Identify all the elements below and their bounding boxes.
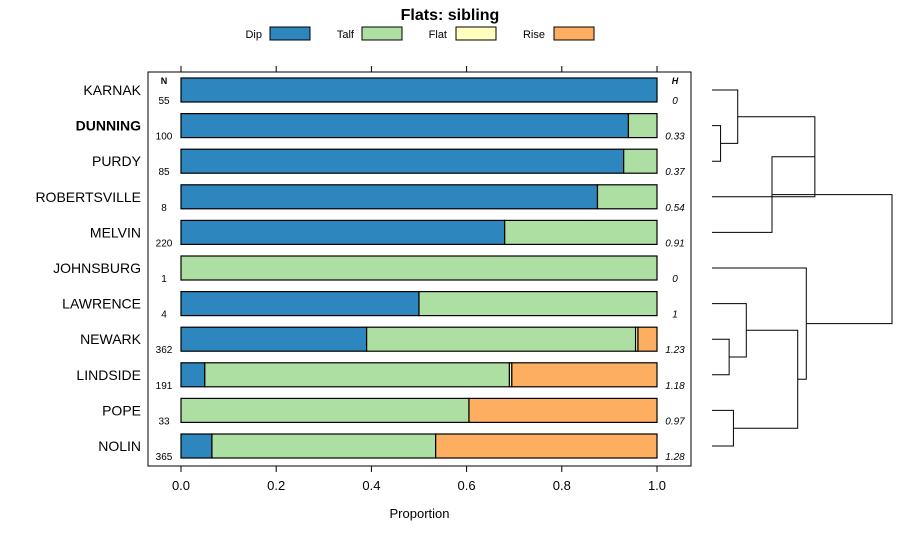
legend-swatch-rise xyxy=(553,26,595,41)
row-purdy: PURDY 85 0.37 xyxy=(92,148,685,178)
x-tick-label-4: 0.8 xyxy=(553,478,571,493)
row-label-johnsburg: JOHNSBURG xyxy=(53,260,141,276)
h-value-pope: 0.97 xyxy=(665,416,685,427)
bar-segment-lawrence-dip xyxy=(180,291,420,317)
bar-segment-nolin-rise xyxy=(435,433,658,459)
dendrogram-merge-1 xyxy=(712,89,739,144)
h-value-purdy: 0.37 xyxy=(665,167,685,178)
h-value-lindside: 1.18 xyxy=(665,381,685,392)
n-value-melvin: 220 xyxy=(156,238,173,249)
row-label-newark: NEWARK xyxy=(80,331,142,347)
bar-segment-johnsburg-talf xyxy=(180,255,658,281)
n-value-newark: 362 xyxy=(156,345,173,356)
row-lindside: LINDSIDE 191 1.18 xyxy=(76,362,685,392)
row-dunning: DUNNING 100 0.33 xyxy=(76,112,685,143)
row-label-pope: POPE xyxy=(102,402,141,418)
bar-segment-newark-dip xyxy=(180,326,368,352)
row-nolin: NOLIN 365 1.28 xyxy=(98,433,685,463)
n-value-lawrence: 4 xyxy=(161,310,167,321)
bar-segment-nolin-talf xyxy=(211,433,437,459)
row-label-melvin: MELVIN xyxy=(90,224,141,240)
row-robertsville: ROBERTSVILLE 8 0.54 xyxy=(35,184,685,214)
bar-segment-melvin-dip xyxy=(180,219,506,245)
plot-frame xyxy=(147,71,692,467)
dendrogram-merge-9 xyxy=(772,194,893,325)
dendrogram-merge-2 xyxy=(712,409,734,447)
row-label-lindside: LINDSIDE xyxy=(76,367,141,383)
bar-segment-purdy-dip xyxy=(180,148,625,174)
chart-title: Flats: sibling xyxy=(401,7,500,24)
bar-segment-melvin-talf xyxy=(504,219,658,245)
x-axis-title: Proportion xyxy=(390,506,450,521)
bar-segment-robertsville-dip xyxy=(180,184,599,210)
h-value-karnak: 0 xyxy=(672,96,678,107)
bar-segment-pope-rise xyxy=(468,397,658,423)
h-value-johnsburg: 0 xyxy=(672,274,678,285)
bar-segment-lindside-dip xyxy=(180,362,206,388)
x-tick-label-0: 0.0 xyxy=(172,478,190,493)
bar-segment-purdy-talf xyxy=(623,148,658,174)
row-pope: POPE 33 0.97 xyxy=(102,397,685,427)
row-label-karnak: KARNAK xyxy=(83,82,141,98)
bar-segment-newark-rise xyxy=(637,326,658,352)
bar-segment-newark-talf xyxy=(366,326,637,352)
x-tick-label-3: 0.6 xyxy=(458,478,476,493)
legend-swatch-talf xyxy=(361,26,403,41)
row-karnak: KARNAK 55 0 xyxy=(83,77,678,107)
legend-label-dip: Dip xyxy=(245,29,262,41)
n-value-dunning: 100 xyxy=(156,132,173,143)
legend: Dip Talf Flat Rise xyxy=(245,26,595,41)
row-label-nolin: NOLIN xyxy=(98,438,141,454)
bar-segment-robertsville-talf xyxy=(596,184,658,210)
legend-swatch-dip xyxy=(269,26,311,41)
n-value-robertsville: 8 xyxy=(161,203,167,214)
h-value-nolin: 1.28 xyxy=(665,452,685,463)
row-melvin: MELVIN 220 0.91 xyxy=(90,219,685,249)
bar-segment-nolin-dip xyxy=(180,433,213,459)
dendrogram-merge-3 xyxy=(712,338,730,376)
row-label-dunning: DUNNING xyxy=(76,118,141,134)
row-label-robertsville: ROBERTSVILLE xyxy=(35,189,141,205)
row-label-lawrence: LAWRENCE xyxy=(62,296,141,312)
bar-rows: KARNAK 55 0 DUNNING 100 0.33 PURDY 85 0.37 ROBERT… xyxy=(35,77,685,463)
x-axis: 0.0 0.2 0.4 0.6 0.8 1.0 xyxy=(172,66,666,493)
x-tick-label-5: 1.0 xyxy=(648,478,666,493)
n-value-johnsburg: 1 xyxy=(161,274,167,285)
row-label-purdy: PURDY xyxy=(92,153,142,169)
n-column-header: N xyxy=(161,76,168,86)
h-value-newark: 1.23 xyxy=(665,345,685,356)
bar-segment-lindside-rise xyxy=(511,362,658,388)
row-lawrence: LAWRENCE 4 1 xyxy=(62,291,678,321)
bar-segment-pope-talf xyxy=(180,397,470,423)
n-value-karnak: 55 xyxy=(158,96,170,107)
n-value-lindside: 191 xyxy=(156,381,173,392)
dendrogram-merge-5 xyxy=(733,329,799,429)
h-value-robertsville: 0.54 xyxy=(665,203,685,214)
x-tick-label-2: 0.4 xyxy=(362,478,380,493)
h-value-melvin: 0.91 xyxy=(665,238,684,249)
row-johnsburg: JOHNSBURG 1 0 xyxy=(53,255,678,285)
h-value-lawrence: 1 xyxy=(672,310,678,321)
n-value-pope: 33 xyxy=(158,416,170,427)
legend-label-flat: Flat xyxy=(429,29,447,41)
legend-swatch-flat xyxy=(455,26,497,41)
legend-label-rise: Rise xyxy=(523,29,545,41)
row-newark: NEWARK 362 1.23 xyxy=(80,326,685,356)
dendrogram-merge-0 xyxy=(712,125,722,162)
bar-segment-lawrence-talf xyxy=(418,291,658,317)
n-value-nolin: 365 xyxy=(156,452,173,463)
legend-label-talf: Talf xyxy=(337,29,355,41)
bar-segment-karnak-dip xyxy=(180,77,658,103)
bar-segment-lindside-talf xyxy=(204,362,511,388)
bar-segment-dunning-dip xyxy=(180,112,630,139)
n-value-purdy: 85 xyxy=(158,167,170,178)
h-value-dunning: 0.33 xyxy=(665,132,685,143)
x-tick-label-1: 0.2 xyxy=(267,478,285,493)
dendrogram-merge-6 xyxy=(712,267,807,380)
dendrogram xyxy=(712,89,893,447)
bar-segment-dunning-talf xyxy=(627,112,658,139)
h-column-header: H xyxy=(672,76,679,86)
